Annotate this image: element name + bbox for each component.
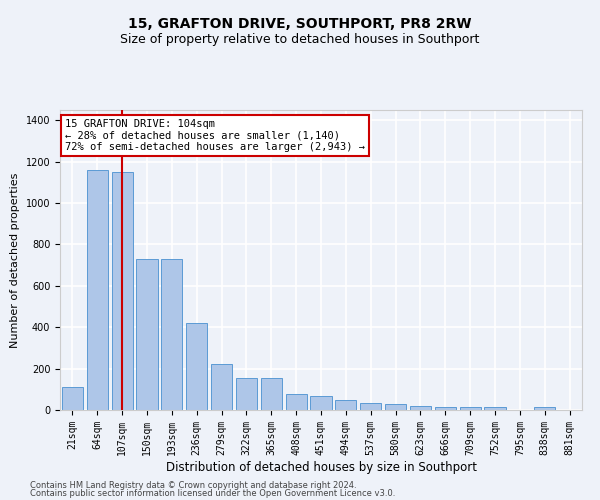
Bar — [236, 378, 257, 410]
Bar — [335, 400, 356, 410]
Bar — [484, 407, 506, 410]
Bar — [261, 378, 282, 410]
Bar — [211, 364, 232, 410]
Bar — [385, 404, 406, 410]
Bar — [186, 323, 207, 410]
Text: 15, GRAFTON DRIVE, SOUTHPORT, PR8 2RW: 15, GRAFTON DRIVE, SOUTHPORT, PR8 2RW — [128, 18, 472, 32]
Bar — [62, 387, 83, 410]
Text: Contains HM Land Registry data © Crown copyright and database right 2024.: Contains HM Land Registry data © Crown c… — [30, 480, 356, 490]
Text: Size of property relative to detached houses in Southport: Size of property relative to detached ho… — [121, 32, 479, 46]
Bar — [136, 259, 158, 410]
Text: Contains public sector information licensed under the Open Government Licence v3: Contains public sector information licen… — [30, 489, 395, 498]
Bar — [460, 407, 481, 410]
Text: 15 GRAFTON DRIVE: 104sqm
← 28% of detached houses are smaller (1,140)
72% of sem: 15 GRAFTON DRIVE: 104sqm ← 28% of detach… — [65, 119, 365, 152]
Bar — [435, 407, 456, 410]
Bar — [534, 407, 555, 410]
Bar — [87, 170, 108, 410]
Y-axis label: Number of detached properties: Number of detached properties — [10, 172, 20, 348]
Bar — [310, 396, 332, 410]
Bar — [286, 394, 307, 410]
X-axis label: Distribution of detached houses by size in Southport: Distribution of detached houses by size … — [166, 460, 476, 473]
Bar — [112, 172, 133, 410]
Bar — [410, 406, 431, 410]
Bar — [161, 259, 182, 410]
Bar — [360, 403, 381, 410]
